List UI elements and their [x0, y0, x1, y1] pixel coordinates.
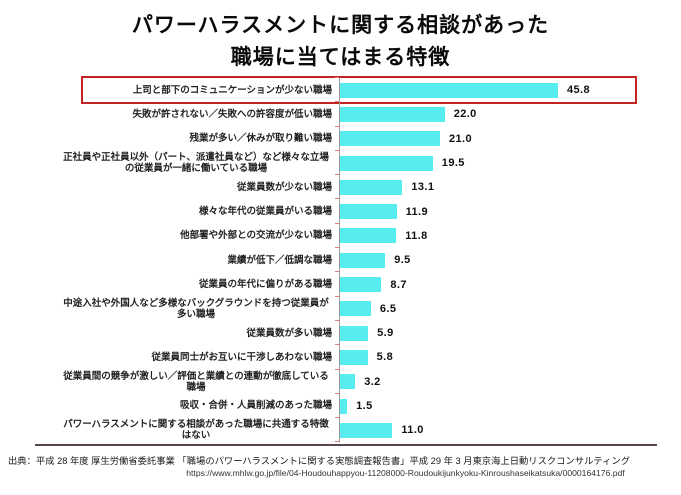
chart-title-line1: パワーハラスメントに関する相談があった — [131, 14, 550, 37]
value-label: 6.5 — [379, 302, 397, 315]
source-citation: 出典：平成 28 年度 厚生労働省委託事業 「職場のパワーハラスメントに関する実… — [8, 456, 630, 466]
category-label: 様々な年代の従業員がいる職場 — [198, 206, 332, 218]
value-label: 5.9 — [377, 327, 394, 340]
bar-cell: 21.0 — [335, 125, 681, 151]
value-label: 3.2 — [364, 375, 381, 388]
chart-title: パワーハラスメントに関する相談があった 職場に当てはまる特徴 — [0, 10, 681, 73]
bar — [340, 422, 393, 438]
category-label: 正社員や正社員以外（パート、派遣社員など）など様々な立場の従業員が一緒に働いてい… — [63, 151, 329, 175]
bar-cell: 11.0 — [335, 417, 681, 443]
bar-cell: 13.1 — [335, 174, 681, 200]
bar — [340, 349, 368, 365]
chart-row: 従業員同士がお互いに干渉しあわない職場 5.8 — [0, 344, 681, 370]
value-label: 5.8 — [376, 351, 394, 364]
bar-cell: 8.7 — [335, 271, 681, 297]
category-label: 従業員数が多い職場 — [246, 327, 332, 339]
chart-row: 上司と部下のコミュニケーションが少ない職場 45.8 — [0, 76, 681, 103]
category-label: 他部署や外部との交流が少ない職場 — [180, 230, 332, 242]
chart-row: パワーハラスメントに関する相談があった職場に共通する特徴はない 11.0 — [0, 417, 681, 443]
bar — [340, 325, 369, 341]
bar — [340, 82, 558, 98]
bar — [340, 228, 397, 244]
bar-cell: 22.0 — [335, 101, 681, 127]
source-url: https://www.mhlw.go.jp/file/04-Houdouhap… — [186, 468, 625, 478]
value-label: 21.0 — [449, 132, 473, 145]
value-label: 1.5 — [356, 400, 373, 412]
value-label: 22.0 — [453, 108, 477, 121]
category-label: 失敗が許されない／失敗への許容度が低い職場 — [132, 108, 332, 120]
bar — [340, 131, 440, 147]
category-label: 業績が低下／低調な職場 — [227, 254, 332, 266]
bar-cell: 6.5 — [335, 295, 681, 321]
category-label: 中途入社や外国人など多様なバックグラウンドを持つ従業員が多い職場 — [63, 297, 329, 320]
chart-row: 業績が低下／低調な職場 9.5 — [0, 247, 681, 273]
category-label: 上司と部下のコミュニケーションが少ない職場 — [132, 84, 332, 96]
chart-row: 従業員の年代に偏りがある職場 8.7 — [0, 271, 681, 297]
category-label: 吸収・合併・人員削減のあった職場 — [179, 400, 332, 412]
category-label: 従業員同士がお互いに干渉しあわない職場 — [151, 351, 332, 363]
bar — [340, 155, 433, 171]
bar-cell: 3.2 — [335, 368, 681, 394]
bar — [340, 106, 445, 122]
bar-cell: 45.8 — [335, 76, 681, 103]
value-label: 8.7 — [390, 278, 407, 291]
category-label: 従業員の年代に偏りがある職場 — [198, 278, 332, 290]
category-label: 従業員数が少ない職場 — [236, 181, 332, 193]
chart-row: 失敗が許されない／失敗への許容度が低い職場 22.0 — [0, 101, 681, 127]
bar-cell: 19.5 — [335, 149, 681, 176]
bar — [340, 204, 397, 220]
value-label: 11.8 — [405, 229, 428, 242]
chart-row: 正社員や正社員以外（パート、派遣社員など）など様々な立場の従業員が一緒に働いてい… — [0, 149, 681, 176]
chart-row: 様々な年代の従業員がいる職場 11.9 — [0, 198, 681, 224]
value-label: 11.0 — [401, 424, 424, 437]
chart-row: 吸収・合併・人員削減のあった職場 1.5 — [0, 392, 681, 419]
bar-chart: 上司と部下のコミュニケーションが少ない職場 45.8 失敗が許されない／失敗への許容… — [0, 76, 681, 443]
bar — [340, 398, 348, 414]
bar-cell: 11.8 — [335, 222, 681, 249]
chart-row: 他部署や外部との交流が少ない職場 11.8 — [0, 222, 681, 249]
category-label: パワーハラスメントに関する相談があった職場に共通する特徴はない — [63, 419, 329, 442]
value-label: 19.5 — [441, 157, 465, 170]
value-label: 9.5 — [394, 254, 411, 267]
chart-title-line2: 職場に当てはまる特徴 — [230, 45, 451, 69]
category-label: 残業が多い／休みが取り難い職場 — [189, 133, 332, 145]
chart-row: 従業員数が少ない職場 13.1 — [0, 174, 681, 200]
value-label: 13.1 — [411, 181, 435, 194]
bar-cell: 9.5 — [335, 247, 681, 273]
bar-cell: 11.9 — [335, 198, 681, 224]
bar — [340, 374, 356, 390]
bar — [340, 179, 403, 195]
bar-cell: 5.8 — [335, 344, 681, 370]
value-label: 45.8 — [567, 84, 591, 97]
chart-row: 従業員数が多い職場 5.9 — [0, 319, 681, 346]
bar — [340, 301, 371, 317]
footer-divider — [35, 444, 657, 446]
bar-cell: 5.9 — [335, 319, 681, 346]
chart-row: 従業員間の競争が激しい／評価と業績との連動が徹底している職場 3.2 — [0, 368, 681, 394]
chart-row: 残業が多い／休みが取り難い職場 21.0 — [0, 125, 681, 151]
bar — [340, 277, 382, 293]
bar — [340, 252, 386, 268]
bar-cell: 1.5 — [335, 392, 681, 419]
category-label: 従業員間の競争が激しい／評価と業績との連動が徹底している職場 — [63, 370, 329, 393]
chart-row: 中途入社や外国人など多様なバックグラウンドを持つ従業員が多い職場 6.5 — [0, 295, 681, 321]
value-label: 11.9 — [405, 205, 428, 218]
